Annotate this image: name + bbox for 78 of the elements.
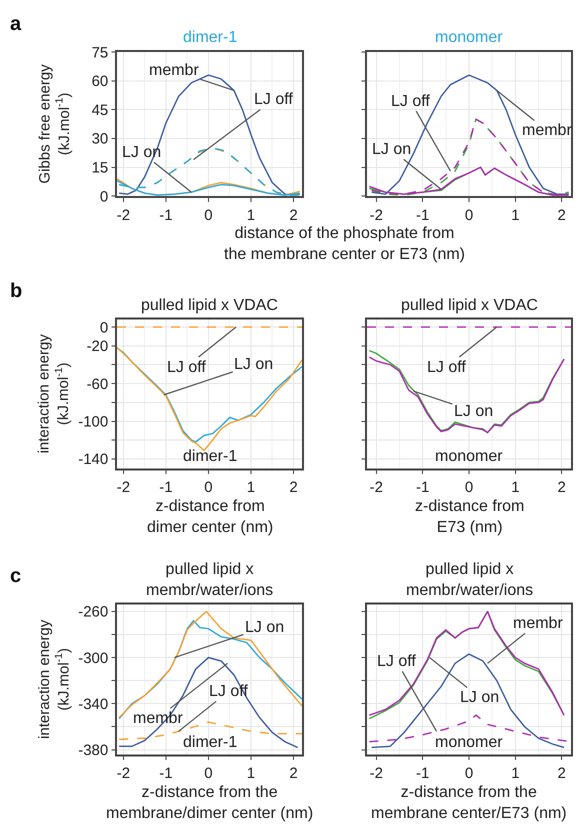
annotation: LJ off xyxy=(391,93,430,110)
annotation: LJ off xyxy=(377,653,416,670)
y-tick-label: 75 xyxy=(92,44,108,62)
x-tick-label: 1 xyxy=(246,765,256,782)
x-axis-title: z-distance from the membrane center/E73 (nm) xyxy=(371,784,567,822)
annotation: LJ on xyxy=(372,141,412,158)
x-tick-label: -1 xyxy=(159,206,173,224)
x-tick-label: -2 xyxy=(370,765,383,782)
y-tick-label: -260 xyxy=(78,604,108,621)
y-tick-label: -100 xyxy=(78,414,108,431)
x-tick-label: 2 xyxy=(289,479,298,496)
x-tick-label: 2 xyxy=(289,765,298,782)
y-tick-label: -140 xyxy=(78,451,108,468)
annotation: dimer-1 xyxy=(183,734,238,751)
annotation: membr xyxy=(149,62,200,79)
chart-title: pulled lipid x VDAC xyxy=(141,297,278,314)
y-tick-label: 0 xyxy=(100,188,108,206)
x-tick-label: -1 xyxy=(416,479,430,496)
annotation: LJ on xyxy=(454,403,494,420)
x-tick-label: 2 xyxy=(289,206,298,224)
y-tick-label: -340 xyxy=(78,696,108,713)
y-tick-label: -380 xyxy=(78,742,108,760)
x-tick-label: 2 xyxy=(558,206,566,224)
y-tick-label: 0 xyxy=(100,319,108,336)
x-axis-title: distance of the phosphate from the membrane center or E73 (nm) xyxy=(224,225,465,263)
x-tick-label: -1 xyxy=(159,479,173,496)
text: b xyxy=(10,280,22,302)
line-series xyxy=(118,147,301,196)
x-tick-label: -2 xyxy=(370,206,383,224)
x-tick-label: -2 xyxy=(116,479,130,496)
x-tick-label: 1 xyxy=(511,206,520,224)
y-tick-label: 30 xyxy=(92,130,108,148)
text: c xyxy=(10,565,22,587)
x-tick-label: -2 xyxy=(370,479,383,496)
annotation: monomer xyxy=(435,448,504,465)
y-tick-label: 15 xyxy=(92,160,108,177)
annotation: LJ on xyxy=(234,356,274,373)
x-tick-label: 2 xyxy=(558,765,566,782)
annotation: monomer xyxy=(435,734,504,751)
y-tick-label: 45 xyxy=(92,102,108,119)
x-tick-label: 2 xyxy=(558,479,566,496)
annotation: LJ on xyxy=(460,689,500,706)
x-tick-label: -1 xyxy=(416,765,430,782)
x-tick-label: 1 xyxy=(246,206,256,224)
chart-title: monomer xyxy=(435,29,504,46)
annotation: LJ on xyxy=(245,619,284,636)
x-tick-label: -1 xyxy=(416,206,430,224)
x-tick-label: 1 xyxy=(511,479,520,496)
x-axis-title: z-distance from E73 (nm) xyxy=(415,498,524,536)
annotation: LJ off xyxy=(427,359,466,376)
annotation: LJ off xyxy=(167,359,206,376)
chart-title: pulled lipid x VDAC xyxy=(401,297,538,314)
chart-title: pulled lipid x membr/water/ions xyxy=(146,561,274,599)
y-tick-label: -20 xyxy=(86,338,108,356)
x-tick-label: 0 xyxy=(464,479,474,496)
x-tick-label: 0 xyxy=(204,765,213,782)
y-tick-label: -300 xyxy=(78,650,108,667)
x-axis-title: z-distance from the membrane/dimer center (nm) xyxy=(106,784,314,822)
x-tick-label: 0 xyxy=(204,206,213,224)
annotation: membr xyxy=(513,615,564,632)
line-series xyxy=(118,656,298,748)
x-tick-label: 0 xyxy=(464,765,474,782)
x-tick-label: -2 xyxy=(116,206,130,224)
y-tick-label: -60 xyxy=(86,376,108,393)
x-tick-label: -2 xyxy=(116,765,130,782)
x-axis-title: z-distance from dimer center (nm) xyxy=(147,498,274,536)
x-tick-label: 1 xyxy=(511,765,520,782)
x-tick-label: 0 xyxy=(204,479,213,496)
x-tick-label: -1 xyxy=(159,765,173,782)
line-series xyxy=(118,74,301,196)
chart-title: dimer-1 xyxy=(183,29,238,46)
x-tick-label: 0 xyxy=(464,206,474,224)
y-tick-label: 60 xyxy=(92,73,108,90)
annotation: dimer-1 xyxy=(183,448,238,465)
text: a xyxy=(10,13,22,35)
x-tick-label: 1 xyxy=(246,479,256,496)
chart-title: pulled lipid x membr/water/ions xyxy=(406,561,534,599)
annotation: LJ off xyxy=(254,91,294,108)
